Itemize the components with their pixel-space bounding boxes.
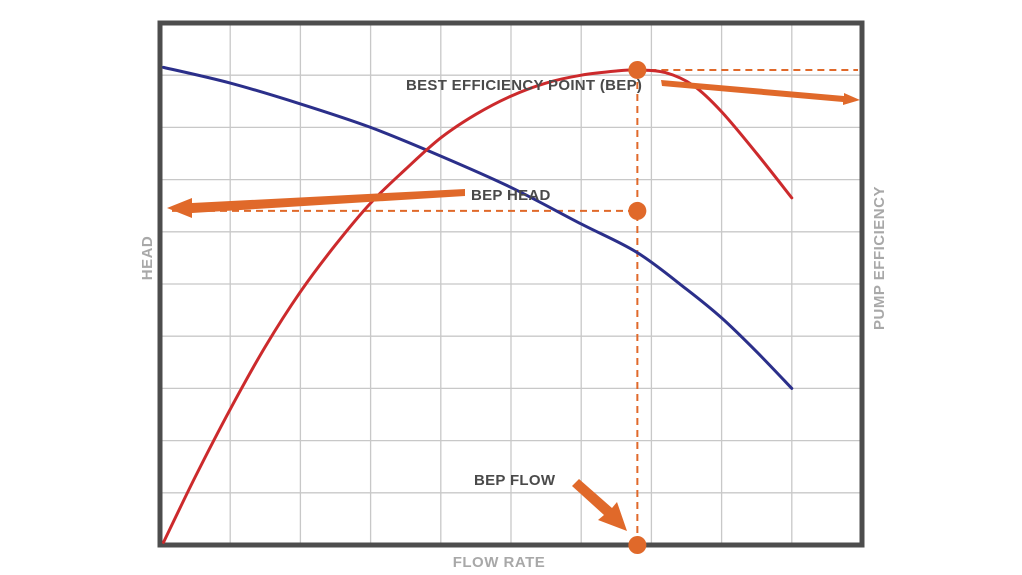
bep-efficiency-marker: [628, 60, 647, 79]
head-curve: [162, 65, 794, 390]
bep-point-arrow: [661, 80, 860, 105]
bep-flow-marker: [628, 536, 647, 554]
x-axis-label: FLOW RATE: [453, 554, 546, 571]
plot-frame: [157, 20, 865, 548]
reference-lines: [172, 68, 858, 545]
bep-point-label: BEST EFFICIENCY POINT (BEP): [406, 77, 642, 94]
y2-axis-label: PUMP EFFICIENCY: [871, 186, 888, 330]
bep-markers: [628, 60, 647, 554]
y-axis-label: HEAD: [139, 236, 156, 281]
grid: [160, 23, 862, 545]
bep-head-label: BEP HEAD: [471, 187, 551, 204]
bep-head-arrow: [167, 189, 465, 218]
bep-head-marker: [628, 201, 647, 220]
bep-flow-arrow: [572, 479, 627, 531]
bep-flow-label: BEP FLOW: [474, 472, 556, 489]
